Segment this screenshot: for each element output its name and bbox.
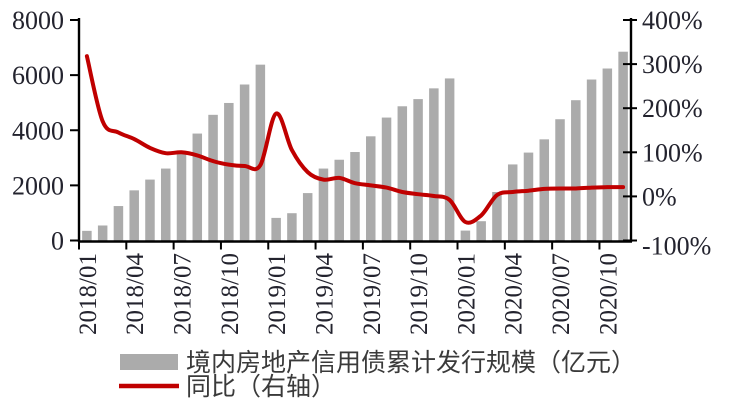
bar [444, 78, 455, 241]
bar [97, 225, 108, 241]
bar [413, 99, 423, 241]
bar [523, 152, 534, 241]
bar [208, 114, 218, 241]
yoy-line-series [84, 54, 626, 225]
right-axis-tick-label: 100% [642, 138, 703, 167]
bar [429, 88, 439, 241]
legend-bar-label: 境内房地产信用债累计发行规模（亿元） [186, 349, 636, 377]
bar [381, 117, 392, 241]
left-axis-tick-label: 8000 [12, 6, 64, 35]
bar [287, 213, 297, 241]
bar [492, 191, 502, 241]
bar [255, 64, 266, 241]
x-axis-tick-label: 2020/04 [501, 253, 528, 335]
right-axis-tick-label: 400% [642, 6, 703, 35]
bar [192, 133, 203, 241]
bar [334, 159, 344, 241]
bar [397, 106, 408, 241]
plot-area: 0 2000 4000 6000 8000 -100% 0% 100% 200% 300% 400%… [12, 6, 711, 335]
bar [476, 221, 486, 241]
bar [145, 179, 155, 241]
bar [176, 150, 187, 241]
legend-line-label: 同比（右轴） [186, 373, 336, 401]
x-axis-tick-label: 2020/01 [453, 253, 480, 335]
left-axis-tick-label: 2000 [12, 171, 64, 200]
right-axis-tick-label: 0% [642, 182, 677, 211]
x-axis-tick-label: 2020/10 [595, 253, 622, 335]
bar [224, 102, 234, 241]
x-axis-tick-label: 2020/07 [548, 253, 575, 335]
bar [113, 206, 124, 241]
bar [460, 230, 471, 241]
bar [555, 119, 565, 241]
bar [366, 136, 376, 241]
bar [602, 68, 613, 241]
legend: 境内房地产信用债累计发行规模（亿元） 同比（右轴） [119, 349, 636, 401]
x-axis-tick-label: 2018/01 [75, 253, 102, 335]
bars-series [82, 51, 628, 241]
bar [586, 79, 597, 241]
bar [350, 152, 360, 241]
left-axis-tick-label: 4000 [12, 116, 64, 145]
legend-bar-swatch [120, 354, 178, 370]
bar [302, 193, 313, 241]
right-axis-tick-label: -100% [642, 232, 711, 261]
x-axis-tick-label: 2018/04 [122, 253, 149, 335]
bar [129, 190, 139, 241]
bar [618, 51, 628, 241]
bar [507, 164, 518, 241]
x-axis-tick-label: 2019/01 [264, 253, 291, 335]
x-axis-tick-label: 2018/07 [170, 253, 197, 335]
bar [571, 100, 581, 241]
bar [239, 84, 250, 241]
left-axis-tick-label: 0 [51, 227, 64, 256]
left-axis-tick-label: 6000 [12, 61, 64, 90]
x-axis-ticks-labels: 2018/01 2018/04 2018/07 2018/10 2019/01 2019/… [75, 241, 622, 335]
x-axis-tick-label: 2018/10 [217, 253, 244, 335]
right-axis-tick-label: 300% [642, 50, 703, 79]
x-axis-tick-label: 2019/07 [359, 253, 386, 335]
x-axis-tick-label: 2019/04 [312, 253, 339, 335]
left-axis-ticks-labels: 0 2000 4000 6000 8000 [12, 6, 79, 256]
right-axis-ticks-labels: -100% 0% 100% 200% 300% 400% [623, 6, 711, 261]
bar [82, 230, 92, 241]
bar [160, 168, 171, 241]
bar [318, 168, 329, 241]
x-axis-tick-label: 2019/10 [406, 253, 433, 335]
bar [271, 217, 281, 241]
right-axis-tick-label: 200% [642, 94, 703, 123]
